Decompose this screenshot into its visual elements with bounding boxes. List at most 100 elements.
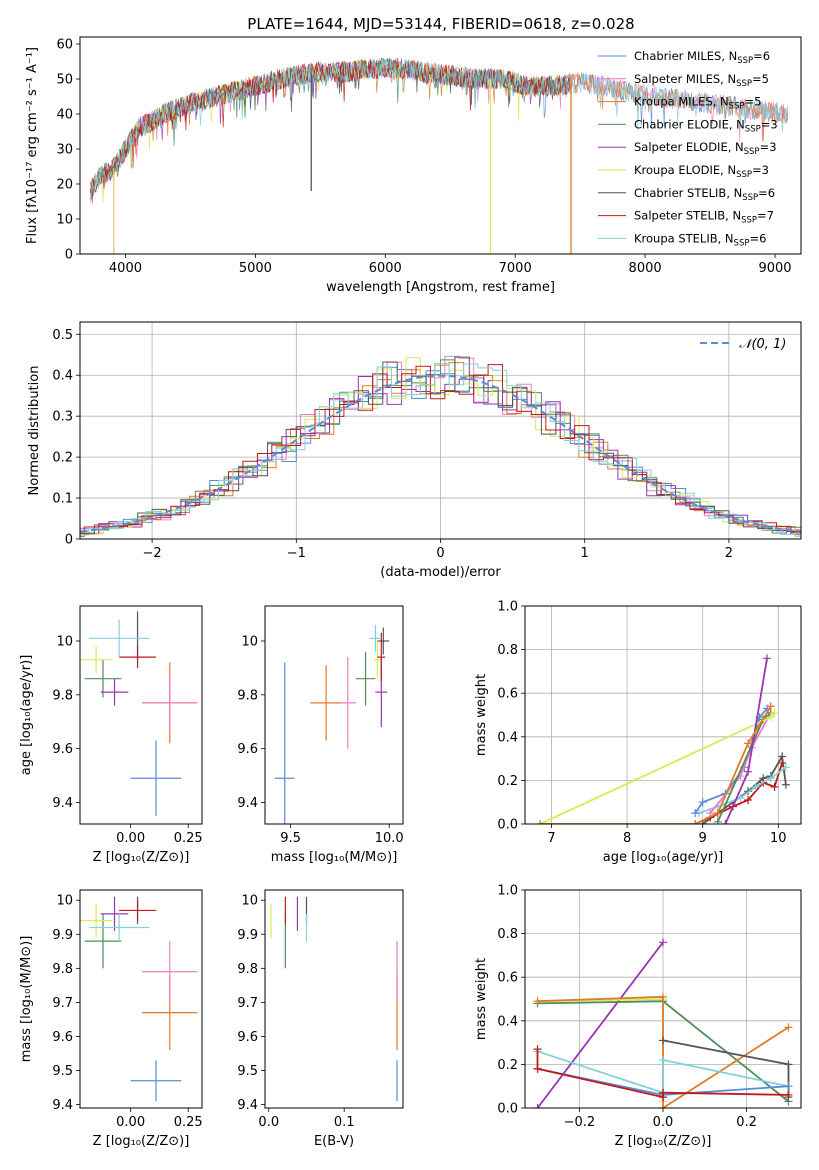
residual_histogram-frame <box>79 321 802 540</box>
spectrum-series-line <box>90 57 570 200</box>
x-tick-label: −0.2 <box>564 1115 596 1130</box>
legend-label-tail: =3 <box>752 163 769 177</box>
weight-series-line <box>662 1039 790 1098</box>
legend-label-text: Kroupa ELODIE, N <box>634 163 736 177</box>
y-tick-label: 50 <box>56 73 73 88</box>
weight-point-marker <box>781 780 790 789</box>
y-tick-label: 0.4 <box>497 1014 518 1029</box>
x-tick-label: 0.25 <box>174 831 203 846</box>
legend-label-tail: =3 <box>761 117 778 131</box>
legend-label-sub: SSP <box>729 102 745 112</box>
y-tick-label: 20 <box>56 178 73 193</box>
y-axis-label: Normed distribution <box>27 366 42 496</box>
y-tick-label: 60 <box>56 38 73 53</box>
histogram-series <box>80 355 801 538</box>
y-tick-label: 9.6 <box>237 742 258 757</box>
y-tick-label: 0.3 <box>52 410 73 425</box>
histogram-legend-label: 𝒩(0, 1) <box>739 337 786 352</box>
mass_vs_EBV-points <box>270 896 398 1102</box>
x-tick-label: 10.0 <box>375 831 404 846</box>
age_vs_mass-frame <box>264 605 404 825</box>
x-tick-label: −1 <box>287 546 306 561</box>
mass_vs_Z-points <box>80 896 198 1102</box>
weight-point-marker <box>784 1060 793 1069</box>
y-axis-label: age [log₁₀(age/yr)] <box>19 655 34 776</box>
mass_vs_Z-axes: 0.00 0.25 9.4 9.5 9.6 9.7 9.8 9.9 10 Z [log₁₀(Z/Z… <box>19 894 203 1149</box>
legend-label-text: Salpeter STELIB, N <box>634 209 741 223</box>
legend-label-sub: SSP <box>734 238 750 248</box>
weight-point-marker <box>770 708 779 717</box>
legend-label-tail: =7 <box>757 209 774 223</box>
legend-label-sub: SSP <box>736 79 752 89</box>
legend-label-tail: =6 <box>753 49 770 63</box>
weight-point-marker <box>784 1082 793 1091</box>
y-tick-label: 9.7 <box>237 996 258 1011</box>
x-tick-label: 1 <box>581 546 589 561</box>
weight-point-marker <box>659 1036 667 1045</box>
y-tick-label: 0.5 <box>52 328 73 343</box>
age_vs_Z-frame <box>79 605 203 825</box>
legend-label-sub: SSP <box>737 56 753 66</box>
normal-curve-line <box>80 374 801 533</box>
x-tick-label: 0 <box>436 546 444 561</box>
y-tick-label: 10 <box>241 634 258 649</box>
y-tick-label: 9.7 <box>52 996 73 1011</box>
weight_vs_Z-axes: −0.2 0.0 0.2 0.0 0.2 0.4 0.6 0.8 1.0 Z [log₁₀(Z/Z… <box>474 884 801 1149</box>
legend-label: Salpeter STELIB, NSSP=7 <box>634 209 774 226</box>
legend-label-text: Kroupa MILES, N <box>634 95 729 109</box>
y-tick-label: 10 <box>241 894 258 909</box>
y-tick-label: 0.2 <box>52 451 73 466</box>
x-tick-label: 6000 <box>369 261 402 276</box>
weight-series-line <box>694 707 768 814</box>
legend-label-tail: =5 <box>752 72 769 86</box>
weight-point-marker <box>766 702 775 711</box>
y-tick-label: 0.0 <box>497 1102 518 1117</box>
legend-label-text: Salpeter MILES, N <box>634 72 736 86</box>
legend-label-tail: =3 <box>760 140 777 154</box>
y-tick-label: 10 <box>56 213 73 228</box>
y-tick-label: 9.8 <box>52 962 73 977</box>
y-tick-label: 0 <box>65 533 73 548</box>
y-tick-label: 0 <box>65 248 73 263</box>
legend-label: Chabrier MILES, NSSP=6 <box>634 49 770 66</box>
y-tick-label: 10 <box>56 634 73 649</box>
weight-point-marker <box>762 654 771 663</box>
y-tick-label: 9.4 <box>237 796 258 811</box>
legend-label: Salpeter MILES, NSSP=5 <box>634 72 769 89</box>
weight_vs_age-axes: 7 8 9 10 0.0 0.2 0.4 0.6 0.8 1.0 age [log₁₀(age/yr… <box>474 600 801 865</box>
weight-point-marker <box>533 1045 542 1054</box>
y-tick-label: 9.4 <box>52 1098 73 1113</box>
weight-point-marker <box>659 1104 667 1108</box>
y-tick-label: 9.4 <box>52 796 73 811</box>
legend-label-text: Salpeter ELODIE, N <box>634 140 744 154</box>
x-tick-label: 0.25 <box>174 1115 203 1130</box>
x-tick-label: 8 <box>623 831 631 846</box>
age_vs_Z-points <box>80 611 198 816</box>
x-tick-label: 8000 <box>629 261 662 276</box>
y-tick-label: 40 <box>56 108 73 123</box>
x-tick-label: 2 <box>725 546 733 561</box>
weight-point-marker <box>784 1090 793 1099</box>
weight-point-marker <box>744 739 753 748</box>
x-tick-label: 9.5 <box>280 831 301 846</box>
weight-point-marker <box>691 820 700 824</box>
y-tick-label: 0.4 <box>497 730 518 745</box>
weight-point-marker <box>784 1023 793 1032</box>
legend-label-tail: =6 <box>749 231 766 245</box>
weight_vs_Z-frame <box>524 889 802 1109</box>
x-axis-label: Z [log₁₀(Z/Z⊙)] <box>93 1134 190 1149</box>
legend-label-sub: SSP <box>736 170 752 180</box>
y-tick-label: 0.6 <box>497 687 518 702</box>
spectrum-lines <box>90 57 789 254</box>
spectrum-series-line <box>90 57 789 198</box>
legend-label: Kroupa ELODIE, NSSP=3 <box>634 163 769 180</box>
legend-label-text: Kroupa STELIB, N <box>634 231 734 245</box>
weight-point-marker <box>659 992 667 1001</box>
weight-point-marker <box>536 820 545 824</box>
legend-label-tail: =5 <box>744 95 761 109</box>
x-tick-label: 0.1 <box>334 1115 355 1130</box>
mass_vs_EBV-axes: 0.0 0.1 9.4 9.5 9.6 9.7 9.8 9.9 10 E(B-V) <box>237 894 354 1149</box>
x-tick-label: 7000 <box>499 261 532 276</box>
legend-label-text: Chabrier STELIB, N <box>634 186 742 200</box>
weight-point-marker <box>659 1088 667 1097</box>
